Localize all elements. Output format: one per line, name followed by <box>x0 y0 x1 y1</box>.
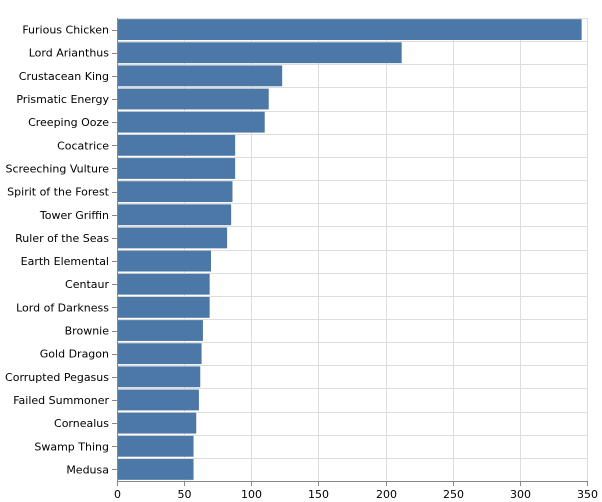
category-label: Earth Elemental <box>21 255 109 268</box>
bar <box>117 111 265 133</box>
category-label: Cornealus <box>54 417 109 430</box>
bar <box>117 389 199 411</box>
category-label: Lord of Darkness <box>16 301 109 314</box>
x-axis: 0 50 100 150 200 250 300 350 <box>114 18 598 501</box>
bar <box>117 181 233 203</box>
bar <box>117 158 236 179</box>
category-label: Furious Chicken <box>22 24 109 37</box>
bar <box>117 134 236 156</box>
category-label: Brownie <box>65 325 110 338</box>
x-tick-label: 150 <box>308 488 329 501</box>
category-label: Centaur <box>65 278 109 291</box>
category-label: Crustacean King <box>19 70 109 83</box>
bar <box>117 19 582 40</box>
x-tick-label: 200 <box>376 488 397 501</box>
bar <box>117 459 194 480</box>
bar <box>117 65 283 87</box>
gridlines <box>117 18 588 482</box>
category-label: Swamp Thing <box>34 440 109 453</box>
x-tick-label: 300 <box>510 488 531 501</box>
category-label: Corrupted Pegasus <box>5 371 109 384</box>
category-label: Cocatrice <box>57 139 109 152</box>
category-labels: Furious Chicken Lord Arianthus Crustacean … <box>5 24 117 476</box>
x-tick-label: 0 <box>114 488 121 501</box>
category-label: Medusa <box>66 463 109 476</box>
bars <box>117 19 582 480</box>
bar <box>117 343 202 365</box>
bar <box>117 296 210 318</box>
category-label: Ruler of the Seas <box>15 232 109 245</box>
bar <box>117 412 197 434</box>
category-label: Prismatic Energy <box>16 93 109 106</box>
category-label: Failed Summoner <box>13 394 109 407</box>
category-label: Creeping Ooze <box>28 116 109 129</box>
category-label: Lord Arianthus <box>29 47 110 60</box>
bar <box>117 320 203 341</box>
bar <box>117 88 269 110</box>
bar <box>117 250 211 272</box>
bar <box>117 273 210 295</box>
x-tick-label: 250 <box>443 488 464 501</box>
bar <box>117 227 228 249</box>
bar <box>117 42 402 64</box>
category-label: Tower Griffin <box>39 209 109 222</box>
category-label: Screeching Vulture <box>5 162 109 175</box>
bar <box>117 435 194 457</box>
x-tick-label: 50 <box>178 488 192 501</box>
x-tick-label: 350 <box>577 488 598 501</box>
category-label: Gold Dragon <box>40 348 109 361</box>
bar <box>117 204 232 226</box>
bar <box>117 366 201 388</box>
category-label: Spirit of the Forest <box>7 186 110 199</box>
x-tick-label: 100 <box>241 488 262 501</box>
